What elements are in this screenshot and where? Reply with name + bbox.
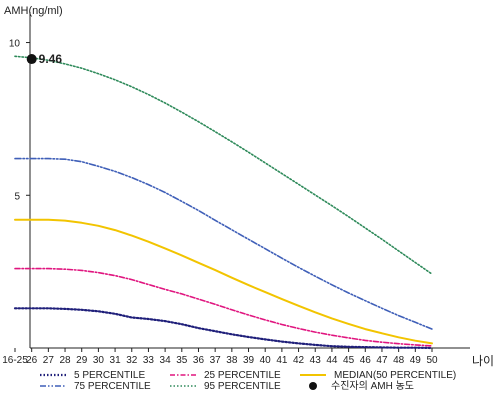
amh-marker-point (26, 54, 37, 65)
series-line-5 (14, 55, 433, 275)
x-tick-label: 42 (293, 355, 305, 366)
x-tick-label: 48 (393, 355, 405, 366)
x-tick-label: 34 (160, 355, 172, 366)
legend-label-1: 5 PERCENTILE (74, 370, 145, 381)
x-tick-label: 40 (260, 355, 272, 366)
y-tick-label: 5 (14, 191, 20, 202)
legend-label-2: 25 PERCENTILE (204, 370, 281, 381)
x-tick-label: 35 (176, 355, 188, 366)
marker-layer: 9.46 (26, 52, 63, 66)
x-tick-label: 31 (110, 355, 122, 366)
x-tick-label: 29 (76, 355, 88, 366)
x-tick-label: 37 (210, 355, 222, 366)
x-tick-label: 41 (276, 355, 288, 366)
x-tick-label: 26 (26, 355, 38, 366)
legend-label-5: 95 PERCENTILE (204, 381, 281, 392)
x-tick-label: 33 (143, 355, 155, 366)
x-tick-label: 39 (243, 355, 255, 366)
series-line-2 (14, 267, 433, 347)
axes: AMH(ng/ml) 나이 (4, 5, 494, 368)
y-tick-label: 10 (9, 39, 21, 50)
x-tick-label: 32 (126, 355, 138, 366)
x-tick-label: 38 (226, 355, 238, 366)
legend: 5 PERCENTILE 25 PERCENTILE MEDIAN(50 PERCE… (40, 370, 456, 392)
series-line-1 (13, 307, 434, 350)
series-line-3 (14, 218, 433, 345)
x-tick-label: 46 (360, 355, 372, 366)
legend-marker-swatch (309, 382, 317, 390)
x-tick-label: 45 (343, 355, 355, 366)
x-tick-label: 36 (193, 355, 205, 366)
x-tick-label: 50 (426, 355, 438, 366)
x-tick-label: 27 (43, 355, 55, 366)
x-tick-label: 28 (59, 355, 71, 366)
y-axis-title: AMH(ng/ml) (4, 5, 63, 17)
x-tick-label: 16-25 (2, 355, 28, 366)
x-tick-label: 30 (93, 355, 105, 366)
x-tick-label: 43 (310, 355, 322, 366)
y-ticks: 5 10 (9, 39, 30, 202)
x-tick-label: 47 (376, 355, 388, 366)
series-line-4 (14, 157, 433, 330)
x-axis-title: 나이 (472, 354, 494, 368)
legend-marker-label: 수진자의 AMH 농도 (331, 380, 414, 392)
x-tick-label: 49 (410, 355, 422, 366)
x-tick-label: 44 (326, 355, 338, 366)
legend-label-4: 75 PERCENTILE (74, 381, 151, 392)
series-layer (13, 55, 434, 350)
legend-label-3: MEDIAN(50 PERCENTILE) (334, 370, 456, 381)
amh-marker-label: 9.46 (39, 52, 63, 66)
